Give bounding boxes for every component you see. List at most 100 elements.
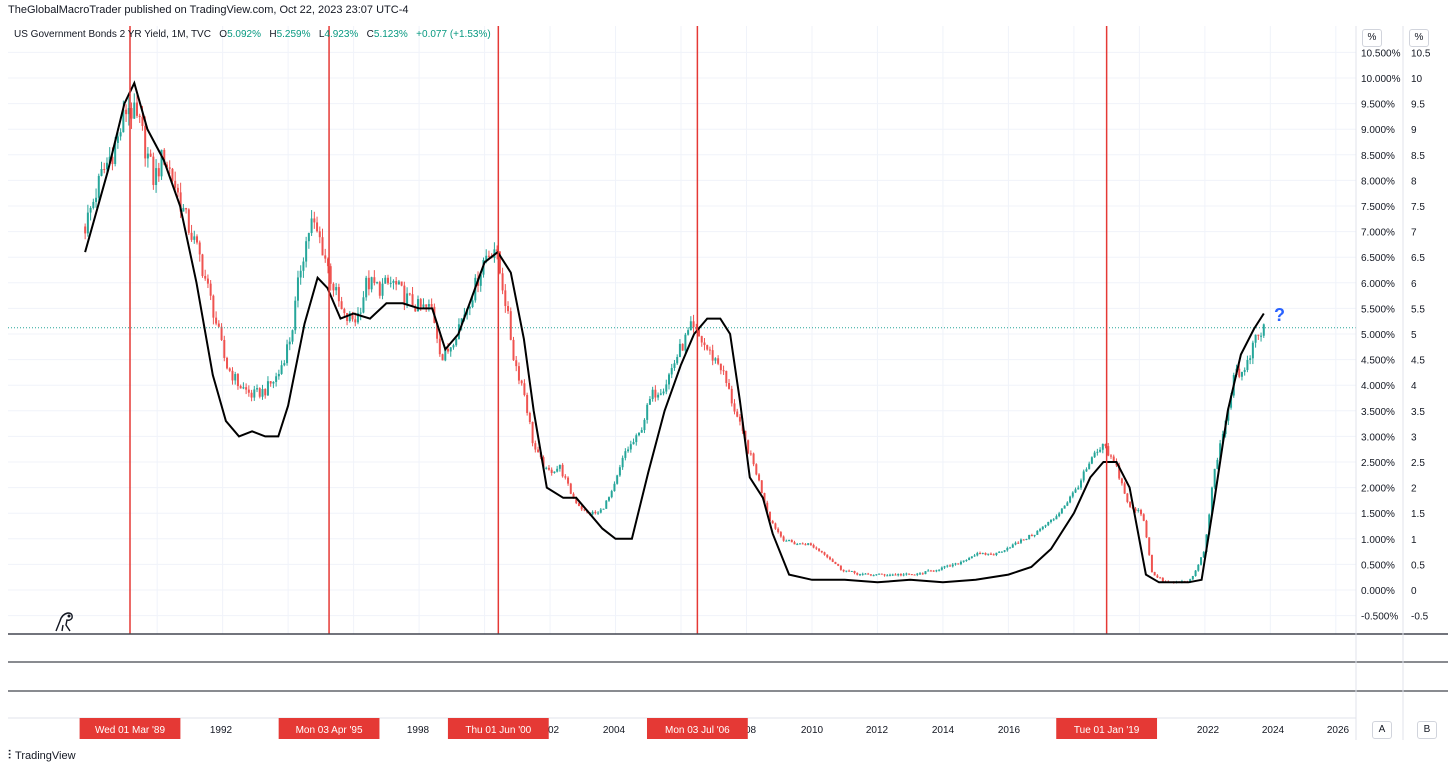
left-scale-unit-button[interactable]: % [1362,29,1382,47]
price-tick-left: 4.500% [1361,356,1395,367]
price-tick-right: 3.5 [1411,407,1425,418]
candle-body [905,573,908,575]
right-scale-unit-button[interactable]: % [1409,29,1429,47]
candle-body [1246,359,1249,370]
candle-body [438,338,441,355]
candle-body [1099,449,1102,452]
candle-body [564,476,567,478]
candle-body [534,443,537,450]
scale-b-button[interactable]: B [1417,721,1437,739]
candle-body [818,548,821,551]
low-value: 4.923% [324,29,359,40]
price-scale-left[interactable]: 10.500% 10.000% 9.500% 9.000% 8.500% 8.000% 7.… [1361,48,1401,622]
price-tick-left: 9.500% [1361,100,1395,111]
candle-body [498,251,501,274]
candle-body [957,563,960,565]
candle-body [670,367,673,375]
price-tick-left: 8.500% [1361,151,1395,162]
time-tick-label: 2004 [603,725,626,736]
price-tick-right: 8 [1411,176,1417,187]
candle-body [296,277,299,301]
candle-body [938,569,941,571]
candle-body [95,197,98,202]
time-axis[interactable]: 1992191998200220042008201020122014201620… [210,725,1350,736]
candle-body [321,237,324,256]
candle-body [367,277,370,290]
candle-body [703,342,706,346]
candle-body [362,297,365,313]
candle-body [809,543,812,546]
candle-body [299,270,302,278]
price-tick-right: 8.5 [1411,151,1425,162]
candle-body [531,421,534,444]
candle-body [567,477,570,484]
marker-label-bg [646,718,748,739]
candle-body [1200,557,1203,565]
candle-body [577,503,580,506]
publisher-line: TheGlobalMacroTrader published on Tradin… [8,4,409,16]
candle-body [569,483,572,494]
candle-body [209,283,212,296]
candle-body [1148,537,1151,555]
candle-body [1213,468,1216,488]
price-tick-right: 4 [1411,381,1417,392]
candle-body [1033,534,1036,537]
candle-body [1159,577,1162,579]
candle-body [1240,371,1243,377]
tradingview-logo[interactable]: ⫶ TradingView [8,748,76,763]
candle-body [264,389,267,396]
candle-body [583,509,586,511]
candle-body [1044,525,1047,527]
price-scale-right[interactable]: 10.5109.598.587.576.565.554.543.532.521.… [1411,48,1431,622]
candle-body [1006,548,1009,551]
candle-body [122,109,125,133]
candle-body [714,358,717,361]
candle-body [1082,471,1085,481]
candle-body [176,187,179,193]
candle-body [695,327,698,330]
candle-body [460,318,463,325]
candle-body [316,222,319,232]
candle-body [932,570,935,572]
candle-body [815,547,818,549]
candle-body [1058,513,1061,517]
candle-body [447,348,450,352]
candle-body [880,573,883,575]
candle-body [160,149,163,177]
candle-body [848,570,851,572]
candle-body [537,449,540,452]
price-tick-right: 7.5 [1411,202,1425,213]
candle-body [935,570,938,572]
symbol-title[interactable]: US Government Bonds 2 YR Yield, 1M, TVC [14,29,211,40]
candle-body [845,570,848,572]
candle-body [389,282,392,284]
candle-body [853,570,856,574]
candle-body [995,552,998,555]
candle-body [1153,572,1156,576]
candle-body [1137,509,1140,511]
candle-body [711,350,714,361]
candle-body [125,109,128,115]
candle-body [1230,395,1233,408]
candle-body [970,556,973,558]
candle-body [496,249,499,252]
price-tick-right: 0 [1411,586,1417,597]
candle-body [788,539,791,541]
candle-body [599,509,602,513]
candle-body [749,453,752,455]
candle-body [152,156,155,185]
candle-body [1041,526,1044,530]
candle-body [449,347,452,352]
candle-body [253,389,256,398]
price-tick-right: 4.5 [1411,356,1425,367]
candle-body [212,295,215,318]
candle-body [1014,542,1017,545]
candle-body [422,304,425,307]
scale-a-button[interactable]: A [1372,721,1392,739]
candle-body [1019,539,1022,543]
candle-body [1052,519,1055,521]
candle-body [550,469,553,473]
candle-body [403,285,406,305]
marker-label: Wed 01 Mar '89 [95,725,166,736]
